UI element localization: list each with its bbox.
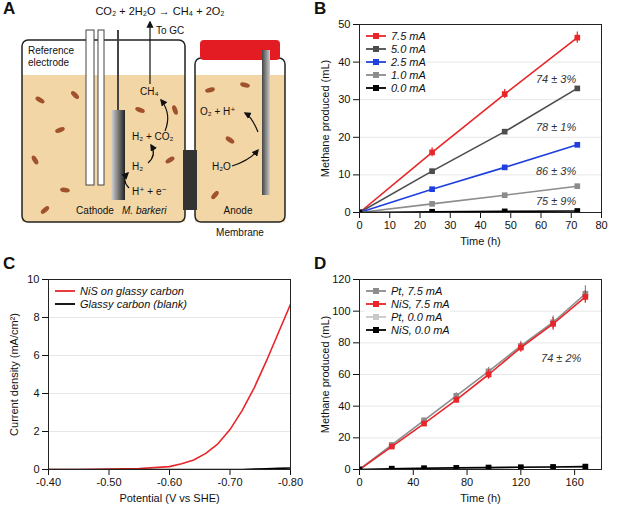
svg-text:80: 80 <box>338 336 350 348</box>
html-text:NiS on glassy carbon: NiS on glassy carbon <box>80 284 184 297</box>
svg-text:Membrane: Membrane <box>216 227 264 238</box>
svg-text:Time (h): Time (h) <box>460 492 501 504</box>
svg-text:2: 2 <box>33 425 39 437</box>
svg-text:Methane produced (mL): Methane produced (mL) <box>319 316 331 433</box>
html-text:0.0 mA: 0.0 mA <box>391 81 426 94</box>
svg-text:86 ± 3%: 86 ± 3% <box>536 165 577 177</box>
svg-text:Cathode: Cathode <box>76 205 114 216</box>
html-text:NiS, 0.0 mA: NiS, 0.0 mA <box>391 323 450 336</box>
svg-text:H₂: H₂ <box>132 161 143 172</box>
svg-text:CH₄: CH₄ <box>140 86 159 97</box>
svg-text:electrode: electrode <box>28 57 70 68</box>
svg-text:To GC: To GC <box>156 25 184 36</box>
svg-text:Methane produced (mL): Methane produced (mL) <box>319 60 331 177</box>
svg-text:80: 80 <box>461 476 473 488</box>
svg-text:-0.40: -0.40 <box>36 476 61 488</box>
svg-text:0: 0 <box>356 219 362 231</box>
svg-text:160: 160 <box>565 476 583 488</box>
svg-text:78 ± 1%: 78 ± 1% <box>536 121 577 133</box>
svg-text:60: 60 <box>338 368 350 380</box>
html-text:Pt, 0.0 mA: Pt, 0.0 mA <box>391 310 443 323</box>
svg-text:20: 20 <box>338 131 350 143</box>
svg-text:O₂ + H⁺: O₂ + H⁺ <box>200 106 236 117</box>
svg-text:Current density (mA/cm²): Current density (mA/cm²) <box>8 313 20 436</box>
svg-text:H₂O: H₂O <box>212 161 231 172</box>
svg-text:100: 100 <box>332 305 350 317</box>
svg-text:0: 0 <box>344 206 350 218</box>
svg-text:50: 50 <box>338 18 350 30</box>
svg-text:4: 4 <box>33 387 39 399</box>
svg-text:75 ± 9%: 75 ± 9% <box>536 195 577 207</box>
html-text:D: D <box>314 254 327 273</box>
svg-text:30: 30 <box>338 93 350 105</box>
svg-text:H₂ + CO₂: H₂ + CO₂ <box>132 131 174 142</box>
svg-text:80: 80 <box>595 219 607 231</box>
svg-text:40: 40 <box>338 56 350 68</box>
svg-text:120: 120 <box>332 273 350 285</box>
html-text:Glassy carbon (blank): Glassy carbon (blank) <box>80 297 187 310</box>
svg-text:60: 60 <box>535 219 547 231</box>
html-text:B: B <box>314 0 327 18</box>
svg-text:120: 120 <box>512 476 530 488</box>
html-text:5.0 mA: 5.0 mA <box>391 42 426 55</box>
svg-text:-0.80: -0.80 <box>278 476 303 488</box>
svg-text:Anode: Anode <box>224 205 253 216</box>
svg-text:-0.50: -0.50 <box>96 476 121 488</box>
html-text:NiS, 7.5 mA: NiS, 7.5 mA <box>391 297 450 310</box>
svg-text:70: 70 <box>565 219 577 231</box>
svg-text:40: 40 <box>407 476 419 488</box>
svg-text:20: 20 <box>338 431 350 443</box>
svg-text:30: 30 <box>444 219 456 231</box>
svg-text:10: 10 <box>384 219 396 231</box>
html-text:C: C <box>3 254 16 273</box>
svg-text:10: 10 <box>338 168 350 180</box>
svg-text:Time (h): Time (h) <box>460 235 501 247</box>
svg-text:0: 0 <box>344 463 350 475</box>
svg-text:Reference: Reference <box>28 45 75 56</box>
html-text:Pt, 7.5 mA: Pt, 7.5 mA <box>391 284 443 297</box>
svg-text:Potential (V vs SHE): Potential (V vs SHE) <box>119 492 219 504</box>
svg-text:40: 40 <box>338 400 350 412</box>
svg-text:10: 10 <box>27 273 39 285</box>
html-text:1.0 mA: 1.0 mA <box>391 68 426 81</box>
svg-text:-0.60: -0.60 <box>157 476 182 488</box>
svg-text:74 ± 2%: 74 ± 2% <box>541 352 582 364</box>
svg-text:0: 0 <box>356 476 362 488</box>
svg-text:50: 50 <box>505 219 517 231</box>
svg-text:20: 20 <box>414 219 426 231</box>
svg-text:M. barkeri: M. barkeri <box>122 205 167 216</box>
svg-text:0: 0 <box>33 463 39 475</box>
svg-text:74 ± 3%: 74 ± 3% <box>536 73 577 85</box>
svg-text:8: 8 <box>33 311 39 323</box>
svg-text:40: 40 <box>474 219 486 231</box>
svg-text:6: 6 <box>33 349 39 361</box>
html-text:2.5 mA: 2.5 mA <box>391 55 426 68</box>
svg-text:-0.70: -0.70 <box>217 476 242 488</box>
svg-text:H⁺ + e⁻: H⁺ + e⁻ <box>132 186 167 197</box>
html-text:A: A <box>3 0 16 18</box>
html-text:7.5 mA: 7.5 mA <box>391 29 426 42</box>
svg-text:CO₂ + 2H₂O → CH₄ + 2O₂: CO₂ + 2H₂O → CH₄ + 2O₂ <box>95 5 224 17</box>
